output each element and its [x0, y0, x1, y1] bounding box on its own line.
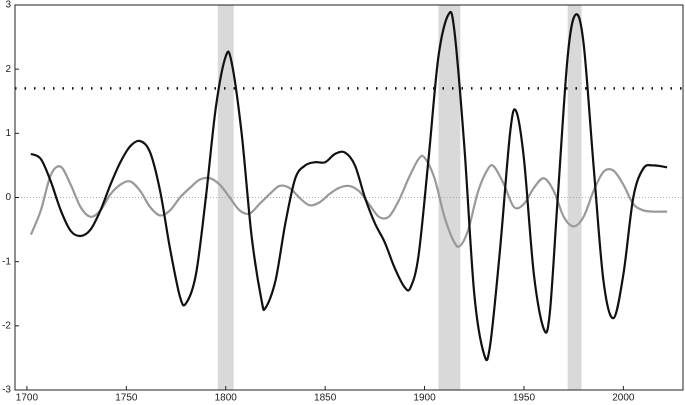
x-tick-label: 1800 [215, 393, 238, 404]
highlight-band [438, 5, 461, 390]
y-tick-label: -2 [2, 320, 11, 331]
x-tick-label: 1850 [314, 393, 337, 404]
x-tick-label: 1900 [413, 393, 436, 404]
y-tick-label: 0 [5, 192, 11, 203]
y-tick-label: 2 [5, 64, 11, 75]
highlight-band [567, 5, 582, 390]
x-tick-label: 1950 [513, 393, 536, 404]
y-tick-label: 3 [5, 0, 11, 11]
line-series [29, 154, 668, 248]
line-series [30, 10, 668, 362]
y-tick-label: 1 [5, 128, 11, 139]
x-tick-label: 1700 [16, 393, 39, 404]
y-tick-label: -3 [2, 385, 11, 396]
x-tick-label: 2000 [612, 393, 635, 404]
x-tick-label: 1750 [115, 393, 138, 404]
y-tick-label: -1 [2, 256, 11, 267]
